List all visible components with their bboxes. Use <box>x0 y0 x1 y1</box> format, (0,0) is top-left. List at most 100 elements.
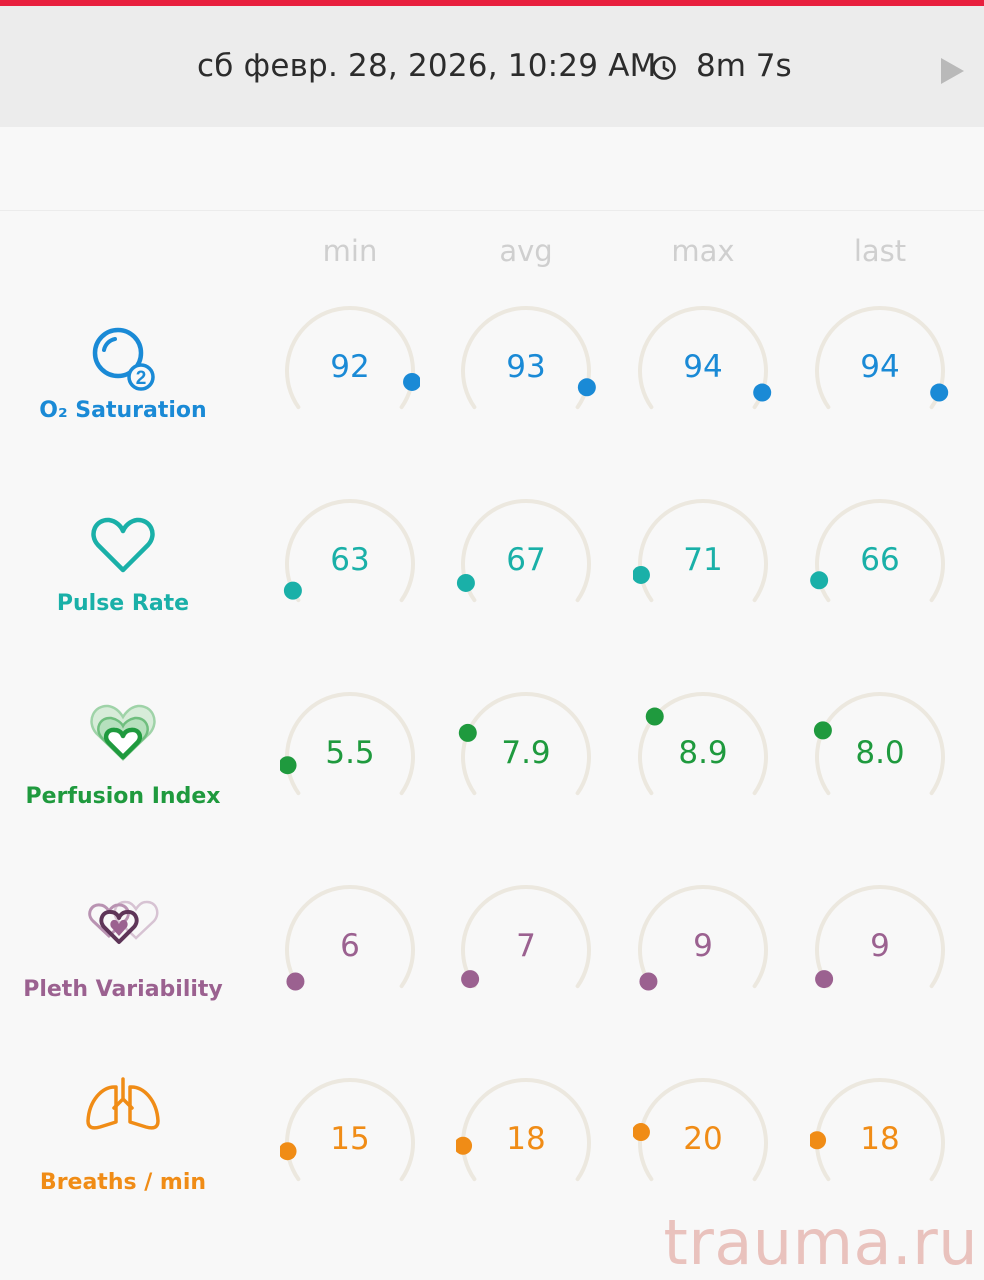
gauge-o2-last[interactable]: 94 <box>810 301 950 441</box>
column-header-avg: avg <box>499 234 553 268</box>
metric-label-pleth: Pleth Variability <box>23 977 223 1002</box>
gauge-pulse-avg[interactable]: 67 <box>456 494 596 634</box>
lungs-icon <box>83 1077 163 1135</box>
gauge-value: 92 <box>330 349 370 385</box>
gauge-track <box>285 885 415 989</box>
gauge-value: 94 <box>860 349 900 385</box>
gauge-value: 7.9 <box>501 735 551 771</box>
gauge-arc <box>280 692 415 796</box>
gauge-indicator-dot <box>633 565 650 584</box>
gauge-value: 18 <box>860 1121 900 1157</box>
gauge-pulse-min[interactable]: 63 <box>280 494 420 634</box>
gauge-indicator-dot <box>813 721 832 740</box>
gauge-indicator-dot <box>815 970 834 989</box>
gauge-arc <box>633 499 768 603</box>
gauge-track <box>285 1078 415 1182</box>
gauge-arc <box>461 885 591 989</box>
gauge-arc <box>810 499 945 603</box>
gauge-value: 5.5 <box>325 735 375 771</box>
gauge-track <box>461 885 591 989</box>
gauge-o2-min[interactable]: 92 <box>280 301 420 441</box>
gauge-track <box>638 885 768 989</box>
gauge-indicator-dot <box>810 1131 827 1150</box>
column-header-last: last <box>853 234 907 268</box>
gauge-value: 93 <box>506 349 546 385</box>
gauge-arc <box>810 1078 945 1182</box>
gauge-indicator-dot <box>280 756 297 775</box>
gauge-track <box>815 499 945 603</box>
gauge-indicator-dot <box>633 1123 650 1142</box>
gauge-breaths-avg[interactable]: 18 <box>456 1073 596 1213</box>
gauge-pulse-max[interactable]: 71 <box>633 494 773 634</box>
clock-icon <box>652 56 676 80</box>
gauge-track <box>461 306 591 410</box>
gauge-breaths-min[interactable]: 15 <box>280 1073 420 1213</box>
layered-hearts-icon <box>88 701 158 767</box>
gauge-value: 18 <box>506 1121 546 1157</box>
gauge-o2-avg[interactable]: 93 <box>456 301 596 441</box>
gauge-value: 8.9 <box>678 735 728 771</box>
gauge-perfusion-last[interactable]: 8.0 <box>810 687 950 827</box>
gauge-arc <box>638 692 768 796</box>
gauge-arc <box>813 692 945 796</box>
gauge-perfusion-avg[interactable]: 7.9 <box>456 687 596 827</box>
gauge-track <box>638 499 768 603</box>
top-accent-bar <box>0 0 984 6</box>
gauge-arc <box>456 499 591 603</box>
gauge-indicator-dot <box>461 970 480 989</box>
gauge-breaths-last[interactable]: 18 <box>810 1073 950 1213</box>
gauge-arc <box>815 306 949 410</box>
heart-outline-icon <box>90 515 156 579</box>
gauge-track <box>815 692 945 796</box>
gauge-o2-max[interactable]: 94 <box>633 301 773 441</box>
gauge-arc <box>638 306 772 410</box>
metric-label-perfusion: Perfusion Index <box>25 784 221 809</box>
metric-label-o2: O₂ Saturation <box>39 398 207 423</box>
gauge-value: 7 <box>516 928 536 964</box>
gauge-pleth-max[interactable]: 9 <box>633 880 773 1020</box>
gauge-indicator-dot <box>280 1142 297 1161</box>
gauge-indicator-dot <box>456 1136 473 1155</box>
gauge-track <box>815 885 945 989</box>
gauge-pleth-min[interactable]: 6 <box>280 880 420 1020</box>
gauge-value: 6 <box>340 928 360 964</box>
gauge-track <box>461 499 591 603</box>
gauge-value: 94 <box>683 349 723 385</box>
gauge-track <box>815 306 945 410</box>
gauge-indicator-dot <box>286 972 305 991</box>
play-icon[interactable] <box>938 56 966 86</box>
gauge-arc <box>461 306 596 410</box>
gauge-arc <box>285 885 415 991</box>
gauge-track <box>285 692 415 796</box>
gauge-indicator-dot <box>283 581 302 600</box>
gauge-arc <box>638 885 768 991</box>
column-header-min: min <box>322 234 378 268</box>
gauge-arc <box>280 1078 415 1182</box>
session-duration: 8m 7s <box>696 48 792 84</box>
gauge-arc <box>456 1078 591 1182</box>
gauge-track <box>638 692 768 796</box>
gauge-perfusion-max[interactable]: 8.9 <box>633 687 773 827</box>
gauge-breaths-max[interactable]: 20 <box>633 1073 773 1213</box>
gauge-indicator-dot <box>403 372 420 391</box>
gauge-track <box>638 306 768 410</box>
gauge-value: 15 <box>330 1121 370 1157</box>
gauge-indicator-dot <box>645 707 664 726</box>
gauge-arc <box>633 1078 768 1182</box>
gauge-value: 9 <box>693 928 713 964</box>
o2-bubble-icon: 2 <box>91 326 157 396</box>
gauge-value: 71 <box>683 542 723 578</box>
pleth-hearts-icon <box>84 890 162 950</box>
gauge-indicator-dot <box>456 573 475 592</box>
gauge-track <box>285 499 415 603</box>
gauge-pleth-last[interactable]: 9 <box>810 880 950 1020</box>
gauge-pleth-avg[interactable]: 7 <box>456 880 596 1020</box>
gauge-arc <box>815 885 945 989</box>
gauge-indicator-dot <box>810 571 829 590</box>
gauge-indicator-dot <box>639 972 658 991</box>
gauge-value: 67 <box>506 542 546 578</box>
session-date: сб февр. 28, 2026, 10:29 AM <box>197 48 657 84</box>
gauge-perfusion-min[interactable]: 5.5 <box>280 687 420 827</box>
gauge-pulse-last[interactable]: 66 <box>810 494 950 634</box>
gauge-value: 9 <box>870 928 890 964</box>
